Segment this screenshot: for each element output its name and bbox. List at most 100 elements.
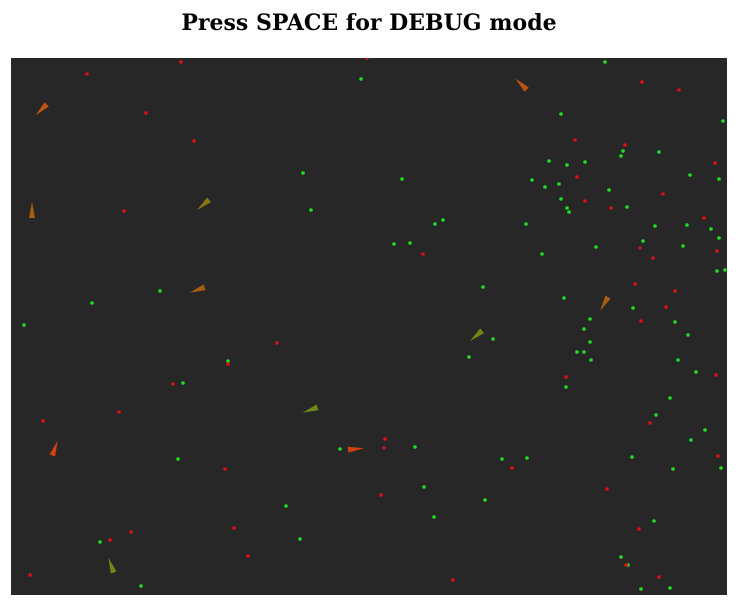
poison-particle [192, 139, 196, 143]
poison-particle [648, 421, 652, 425]
food-particle [557, 182, 561, 186]
food-particle [703, 428, 707, 432]
food-particle [226, 359, 230, 363]
poison-particle [41, 419, 45, 423]
poison-particle [383, 437, 387, 441]
food-particle [491, 337, 495, 341]
poison-particle [275, 341, 279, 345]
food-particle [625, 205, 629, 209]
vehicle-agent [49, 440, 58, 457]
food-particle [441, 218, 445, 222]
poison-particle [451, 578, 455, 582]
food-particle [524, 222, 528, 226]
food-particle [588, 317, 592, 321]
food-particle [481, 285, 485, 289]
food-particle [567, 210, 571, 214]
food-particle [721, 119, 725, 123]
poison-particle [716, 454, 720, 458]
poison-particle [117, 410, 121, 414]
food-particle [589, 358, 593, 362]
food-particle [619, 555, 623, 559]
food-particle [685, 223, 689, 227]
poison-particle [713, 161, 717, 165]
food-particle [284, 504, 288, 508]
poison-particle [661, 192, 665, 196]
poison-particle [633, 282, 637, 286]
food-particle [630, 455, 634, 459]
poison-particle [673, 289, 677, 293]
poison-particle [232, 526, 236, 530]
poison-particle [108, 538, 112, 542]
food-particle [639, 587, 643, 591]
vehicle-agent [600, 295, 611, 311]
game-canvas[interactable] [11, 58, 727, 595]
simulation-arena [22, 58, 727, 591]
food-particle [400, 177, 404, 181]
food-particle [686, 333, 690, 337]
food-particle [588, 340, 592, 344]
poison-particle [171, 382, 175, 386]
poison-particle [564, 375, 568, 379]
food-particle [565, 206, 569, 210]
food-particle [564, 385, 568, 389]
vehicle-agent [196, 197, 212, 211]
poison-particle [379, 493, 383, 497]
poison-particle [677, 88, 681, 92]
food-particle [392, 242, 396, 246]
poison-particle [129, 530, 133, 534]
food-particle [652, 519, 656, 523]
food-particle [176, 457, 180, 461]
food-particle [547, 159, 551, 163]
food-particle [619, 154, 623, 158]
vehicle-agent [302, 404, 319, 413]
food-particle [631, 306, 635, 310]
food-particle [562, 296, 566, 300]
food-particle [422, 485, 426, 489]
food-particle [98, 540, 102, 544]
food-particle [338, 447, 342, 451]
poison-particle [365, 58, 369, 60]
food-particle [543, 185, 547, 189]
food-particle [653, 224, 657, 228]
poison-particle [583, 199, 587, 203]
food-particle [432, 515, 436, 519]
poison-particle [657, 575, 661, 579]
poison-particle [28, 573, 32, 577]
food-particle [717, 177, 721, 181]
food-particle [413, 445, 417, 449]
food-particle [309, 208, 313, 212]
poison-particle [382, 446, 386, 450]
food-particle [181, 381, 185, 385]
food-particle [500, 457, 504, 461]
food-particle [139, 584, 143, 588]
food-particle [621, 149, 625, 153]
food-particle [715, 269, 719, 273]
food-particle [594, 245, 598, 249]
food-particle [433, 222, 437, 226]
food-particle [525, 456, 529, 460]
vehicle-agent [35, 102, 49, 116]
poison-particle [144, 111, 148, 115]
food-particle [641, 239, 645, 243]
poison-particle [702, 216, 706, 220]
poison-particle [122, 209, 126, 213]
food-particle [530, 178, 534, 182]
food-particle [583, 160, 587, 164]
poison-particle [714, 373, 718, 377]
vehicle-agent [29, 202, 35, 218]
vehicle-agent [108, 557, 117, 574]
food-particle [603, 60, 607, 64]
poison-particle [609, 206, 613, 210]
food-particle [673, 320, 677, 324]
poison-particle [715, 249, 719, 253]
food-particle [668, 586, 672, 590]
food-particle [408, 241, 412, 245]
poison-particle [573, 138, 577, 142]
food-particle [565, 163, 569, 167]
poison-particle [624, 563, 628, 567]
poison-particle [226, 362, 230, 366]
food-particle [359, 77, 363, 81]
poison-particle [637, 527, 641, 531]
vehicle-agent [189, 284, 206, 293]
poison-particle [651, 256, 655, 260]
